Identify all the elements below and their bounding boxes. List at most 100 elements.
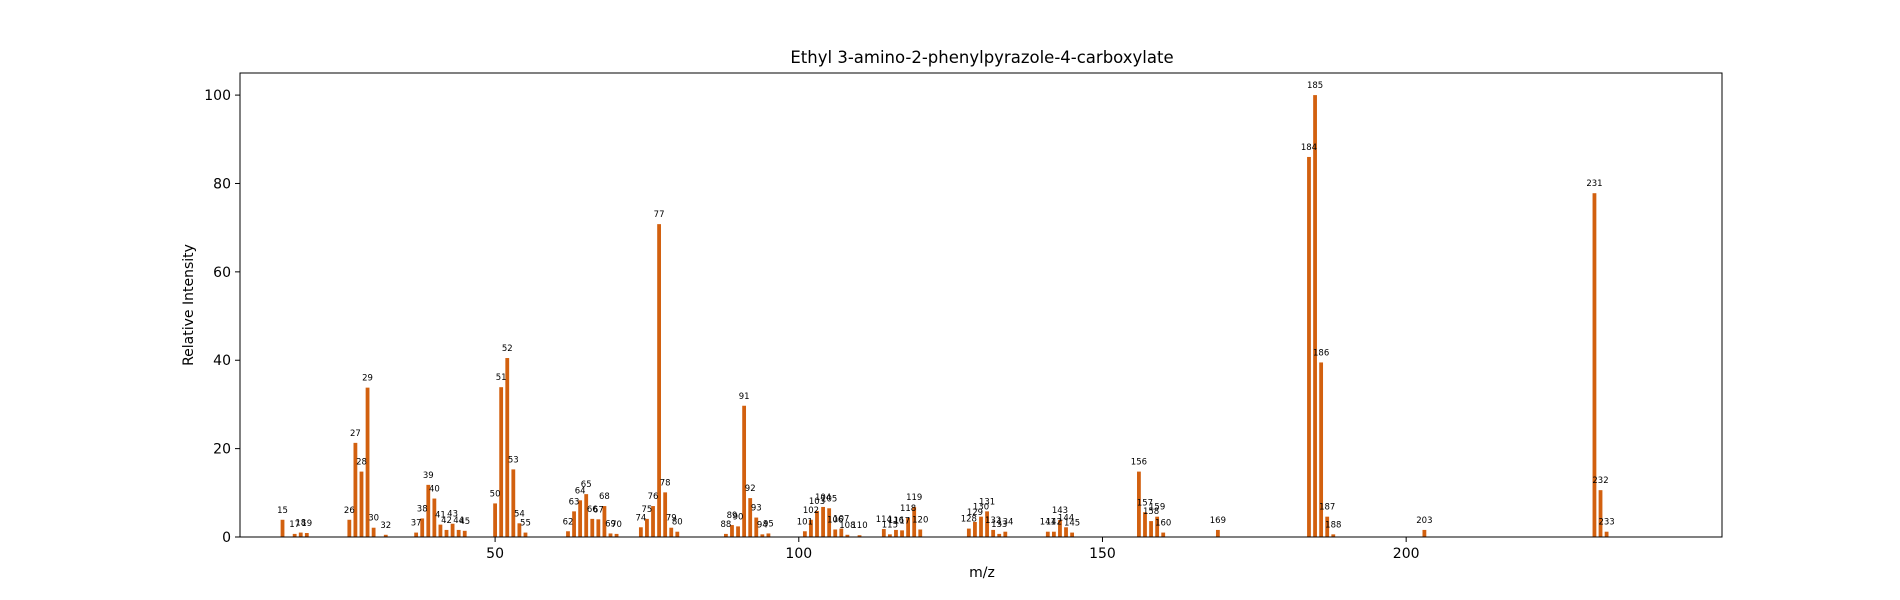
peak-label-76: 76 — [648, 492, 659, 502]
peak-label-28: 28 — [356, 458, 367, 468]
peak-label-17: 17 — [289, 520, 300, 530]
peak-label-50: 50 — [490, 489, 501, 499]
peak-label-158: 158 — [1143, 507, 1159, 517]
y-tick-label: 40 — [213, 353, 231, 369]
peak-bar-88 — [724, 533, 728, 537]
x-axis-ticks: 50 100 150 200 — [486, 537, 1420, 562]
peak-label-232: 232 — [1592, 476, 1608, 486]
peak-label-107: 107 — [833, 515, 849, 525]
peak-label-54: 54 — [514, 509, 525, 519]
peak-label-51: 51 — [496, 373, 507, 383]
peak-bar-132 — [991, 529, 996, 537]
y-tick-label: 80 — [213, 176, 231, 192]
peak-label-68: 68 — [599, 492, 610, 502]
chart-title: Ethyl 3-amino-2-phenylpyrazole-4-carboxy… — [790, 48, 1173, 67]
peak-label-38: 38 — [417, 504, 428, 514]
peak-label-66: 66 — [587, 505, 598, 515]
peak-bar-104 — [821, 506, 825, 537]
peak-label-169: 169 — [1210, 516, 1226, 526]
peak-bar-94 — [760, 534, 765, 537]
peak-bar-188 — [1331, 534, 1336, 537]
peak-label-186: 186 — [1313, 348, 1329, 358]
peak-bar-54 — [517, 523, 522, 537]
peak-bar-68 — [602, 506, 607, 537]
peak-bar-130 — [979, 516, 983, 537]
peak-bar-156 — [1137, 471, 1141, 537]
peak-label-95: 95 — [763, 519, 774, 529]
peak-bar-114 — [881, 529, 886, 537]
peak-label-88: 88 — [720, 520, 731, 530]
peak-label-133: 133 — [991, 520, 1007, 530]
peak-bar-110 — [857, 535, 862, 537]
x-axis-label: m/z — [969, 565, 995, 581]
peak-label-187: 187 — [1319, 503, 1335, 513]
peak-bar-66 — [590, 518, 595, 537]
peak-bar-185 — [1313, 95, 1317, 537]
y-tick-label: 20 — [213, 442, 231, 458]
peak-label-26: 26 — [344, 506, 355, 516]
peak-bar-107 — [839, 528, 844, 537]
peak-bar-118 — [906, 518, 911, 537]
y-axis-label: Relative Intensity — [181, 244, 197, 366]
peak-label-40: 40 — [429, 485, 440, 495]
y-axis-ticks: 0 20 40 60 80 100 — [204, 88, 240, 546]
peak-bar-134 — [1003, 531, 1008, 537]
peak-label-64: 64 — [575, 486, 586, 496]
peak-label-101: 101 — [797, 517, 813, 527]
peak-bar-65 — [584, 494, 589, 537]
peak-label-103: 103 — [809, 497, 825, 507]
peak-bar-158 — [1149, 521, 1153, 537]
peak-bar-39 — [426, 484, 431, 537]
peak-bar-133 — [997, 533, 1002, 537]
peak-bar-115 — [887, 534, 892, 537]
peak-label-67: 67 — [593, 505, 604, 515]
peak-bar-40 — [432, 498, 437, 537]
peak-label-42: 42 — [441, 516, 452, 526]
peak-label-90: 90 — [733, 512, 744, 522]
peak-label-102: 102 — [803, 506, 819, 516]
peak-label-70: 70 — [611, 520, 622, 530]
peak-bar-80 — [675, 531, 680, 537]
peak-label-78: 78 — [660, 478, 671, 488]
peak-bar-78 — [663, 492, 668, 537]
peak-bar-141 — [1045, 531, 1050, 537]
peak-label-55: 55 — [520, 519, 531, 529]
peak-bar-74 — [638, 527, 643, 537]
peak-bar-52 — [505, 358, 510, 537]
peak-bar-19 — [304, 533, 309, 537]
x-tick-label: 200 — [1393, 546, 1420, 562]
peak-bar-32 — [383, 534, 388, 537]
peak-bar-232 — [1598, 490, 1603, 537]
peak-bar-101 — [802, 531, 807, 537]
peak-label-62: 62 — [563, 517, 574, 527]
peak-label-32: 32 — [380, 521, 391, 531]
peak-bar-55 — [523, 532, 528, 537]
peak-bar-106 — [833, 529, 838, 537]
peak-label-93: 93 — [751, 504, 762, 514]
peak-label-129: 129 — [967, 508, 983, 518]
peak-label-128: 128 — [961, 515, 977, 525]
peak-bar-75 — [645, 518, 649, 537]
peak-bar-117 — [900, 530, 904, 537]
peak-bar-51 — [499, 387, 504, 537]
peak-bar-44 — [456, 529, 461, 537]
x-tick-label: 50 — [486, 546, 504, 562]
peak-label-108: 108 — [839, 521, 855, 531]
peak-label-142: 142 — [1046, 518, 1062, 528]
peak-bar-50 — [493, 503, 497, 537]
peak-label-184: 184 — [1301, 143, 1317, 153]
peak-bar-91 — [742, 405, 747, 537]
peak-label-52: 52 — [502, 344, 513, 354]
peak-label-45: 45 — [459, 517, 470, 527]
peak-label-19: 19 — [301, 519, 312, 529]
y-tick-label: 60 — [213, 265, 231, 281]
y-tick-label: 100 — [204, 88, 231, 104]
peak-label-115: 115 — [882, 520, 898, 530]
peak-bar-89 — [730, 525, 734, 537]
peak-label-132: 132 — [985, 516, 1001, 526]
peak-bar-29 — [365, 387, 370, 537]
peak-bar-102 — [809, 519, 813, 537]
peak-bar-38 — [420, 518, 425, 537]
